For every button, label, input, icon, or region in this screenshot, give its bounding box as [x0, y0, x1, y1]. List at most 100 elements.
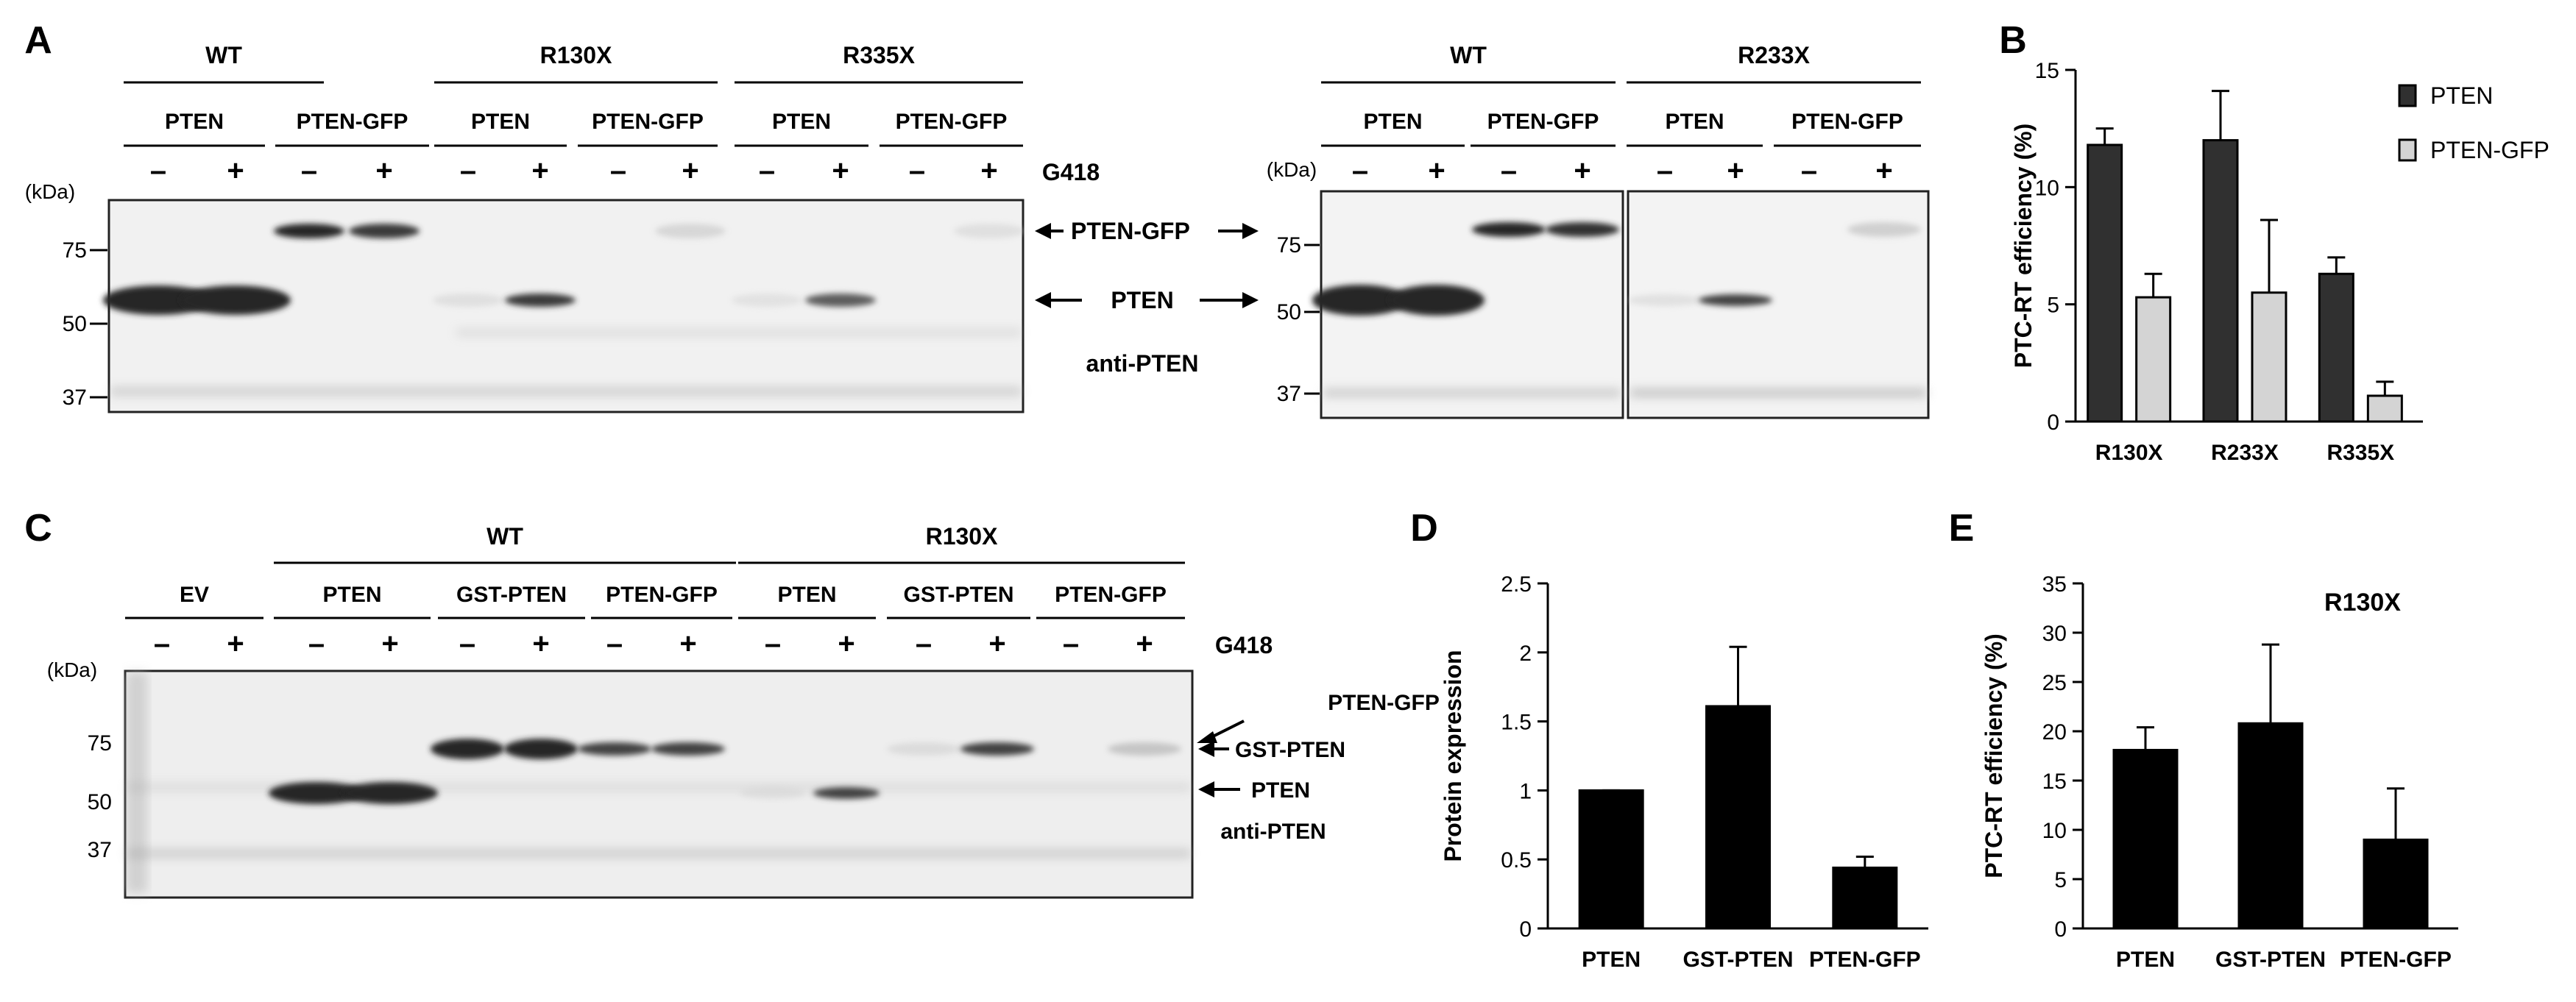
kda-label-c: (kDa): [47, 658, 97, 681]
bar-pten-gfp-r233x: [2251, 291, 2287, 423]
g418-minus: –: [759, 154, 775, 187]
bar-pten-r130x: [2087, 143, 2123, 423]
bar-pten-gfp-r130x: [2135, 296, 2172, 423]
y-tick-label: 10: [2035, 176, 2059, 200]
construct-label: PTEN: [471, 110, 530, 134]
y-tick-label: 25: [2042, 671, 2067, 695]
band-pten: [805, 294, 876, 307]
bar-value-pten: [2112, 748, 2179, 930]
x-tick-label: GST-PTEN: [2215, 948, 2326, 972]
marker-37: 37: [88, 838, 112, 862]
y-tick-label: 20: [2042, 720, 2067, 745]
bar-value-gst-pten: [1705, 705, 1771, 930]
chart-title: R130X: [2324, 589, 2401, 617]
panel-letter-d: D: [1410, 507, 1438, 550]
background-band-37kda: [110, 388, 1022, 395]
construct-label: PTEN-GFP: [1791, 110, 1903, 134]
panel-letter-c: C: [24, 507, 52, 550]
g418-label-c: G418: [1215, 632, 1273, 658]
chart-D: [1538, 582, 1928, 930]
y-tick-label: 5: [2054, 868, 2067, 892]
construct-label: PTEN: [165, 110, 224, 134]
construct-label: PTEN-GFP: [1055, 583, 1167, 607]
legend-swatch: [2398, 84, 2417, 107]
g418-plus: +: [531, 154, 548, 187]
g418-minus: –: [301, 154, 317, 187]
band-pten: [1389, 285, 1485, 316]
g418-label: G418: [1042, 159, 1100, 185]
band-upper: [887, 742, 960, 756]
arrow-gst-pten-c-head: [1198, 741, 1214, 757]
background-band-37kda-right: [1323, 389, 1621, 397]
band-pten-gfp: [1546, 222, 1619, 237]
band-pten: [180, 285, 291, 315]
band-label-pten-gfp-c: PTEN-GFP: [1328, 691, 1440, 715]
band-pten-gfp: [274, 224, 344, 238]
marker-50: 50: [63, 312, 87, 336]
g418-plus: +: [838, 628, 854, 660]
construct-label: GST-PTEN: [456, 583, 567, 607]
marker-75: 75: [1277, 233, 1301, 257]
band-pten: [342, 782, 438, 804]
g418-minus: –: [1657, 154, 1673, 187]
background-band-37kda-c: [127, 850, 1191, 857]
g418-minus: –: [154, 628, 170, 660]
construct-label: PTEN: [1363, 110, 1422, 134]
arrow-pten-head: [1035, 292, 1051, 308]
group-label-c-wt: WT: [486, 523, 523, 550]
antibody-label-c: anti-PTEN: [1220, 820, 1326, 844]
legend-swatch: [2398, 138, 2417, 162]
group-label-right-r233x: R233X: [1738, 42, 1811, 68]
x-tick-label: PTEN-GFP: [1809, 948, 1921, 972]
g418-minus: –: [606, 628, 623, 660]
y-axis-label: PTC-RT efficiency (%): [2010, 124, 2037, 368]
panel-letter-e: E: [1949, 507, 1975, 550]
construct-label: PTEN: [772, 110, 831, 134]
bar-value-pten: [1578, 789, 1644, 930]
arrow-pten-gfp-c-head: [1197, 731, 1217, 743]
group-label-r130x: R130X: [540, 42, 613, 68]
construct-label: PTEN: [1665, 110, 1724, 134]
g418-plus: +: [227, 628, 244, 660]
y-tick-label: 0: [2054, 917, 2067, 942]
marker-37: 37: [63, 385, 87, 410]
group-label-r335x: R335X: [843, 42, 916, 68]
antibody-label: anti-PTEN: [1086, 350, 1199, 377]
g418-minus: –: [460, 154, 476, 187]
g418-minus: –: [1063, 628, 1079, 660]
band-upper: [651, 742, 725, 756]
g418-minus: –: [1352, 154, 1368, 187]
band-pten-gfp: [349, 224, 420, 238]
band-pten-gfp: [1472, 222, 1546, 237]
marker-37: 37: [1277, 382, 1301, 406]
y-tick-label: 35: [2042, 572, 2067, 597]
construct-label: PTEN: [322, 583, 381, 607]
g418-plus: +: [1727, 154, 1744, 187]
group-label-c-r130x: R130X: [926, 523, 999, 550]
y-tick-label: 0: [2047, 411, 2059, 435]
x-tick-label: PTEN: [1582, 948, 1641, 972]
g418-plus: +: [988, 628, 1005, 660]
bar-pten-r335x: [2318, 272, 2354, 423]
y-tick-label: 0.5: [1501, 848, 1532, 873]
marker-75: 75: [63, 238, 87, 263]
x-tick-label: PTEN: [2116, 948, 2175, 972]
chart-E: [2073, 582, 2458, 930]
g418-plus: +: [375, 154, 392, 187]
band-pten: [505, 294, 576, 307]
kda-label-right: (kDa): [1267, 158, 1317, 181]
band-pten-gfp: [1847, 222, 1921, 237]
g418-minus: –: [459, 628, 475, 660]
marker-75: 75: [88, 731, 112, 756]
band-pten: [1628, 294, 1702, 306]
y-tick-label: 0: [1519, 917, 1532, 942]
band-upper: [960, 742, 1034, 756]
g418-minus: –: [610, 154, 626, 187]
legend-label: PTEN: [2430, 82, 2493, 109]
band-pten: [732, 294, 802, 307]
y-tick-label: 5: [2047, 294, 2059, 318]
y-axis-label: Protein expression: [1440, 650, 1466, 861]
g418-plus: +: [832, 154, 849, 187]
x-tick-label: R233X: [2211, 441, 2279, 465]
